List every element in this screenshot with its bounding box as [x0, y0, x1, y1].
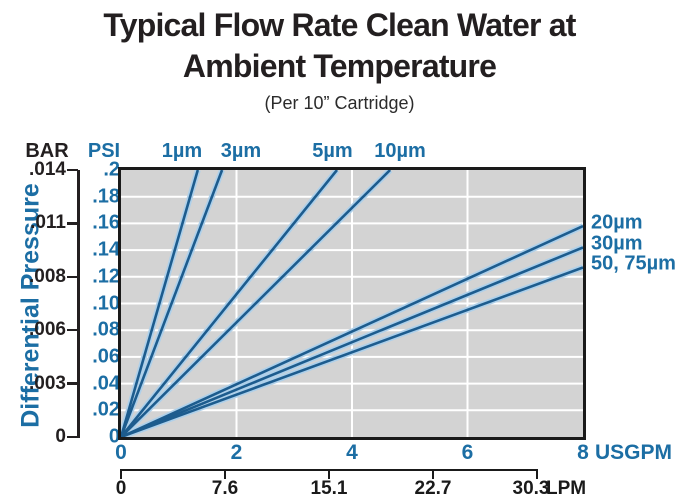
psi-tick-label: .18: [92, 185, 120, 208]
series-label-top: 10µm: [374, 140, 426, 162]
bar-tick-mark: [67, 222, 78, 225]
series-label-right: 50, 75µm: [591, 252, 676, 275]
usgpm-tick-label: 8: [577, 441, 589, 464]
series-label-top: 5µm: [312, 140, 353, 162]
lpm-tick-mark: [536, 469, 538, 479]
series-line-30-m: [121, 246, 583, 437]
lpm-tick-mark: [224, 469, 226, 479]
bar-tick-mark: [67, 275, 78, 279]
chart-title: Typical Flow Rate Clean Water at Ambient…: [0, 5, 679, 87]
plot-svg: [121, 170, 583, 437]
psi-tick-label: 0: [108, 425, 120, 448]
series-label-top: 3µm: [220, 140, 262, 162]
lpm-tick-mark: [328, 469, 330, 479]
psi-tick-label: .10: [92, 292, 120, 314]
usgpm-tick-label: 2: [230, 441, 243, 464]
psi-unit-label: PSI: [87, 140, 121, 162]
series-line-5-m: [121, 170, 338, 437]
lpm-tick-label: 15.1: [310, 478, 348, 499]
psi-tick-label: .06: [92, 345, 120, 368]
bar-tick-label: .014: [29, 159, 66, 180]
lpm-tick-label: 22.7: [414, 478, 452, 499]
psi-tick-label: .16: [92, 211, 120, 234]
bar-axis-line: [77, 170, 80, 438]
psi-tick-label: .04: [92, 372, 120, 395]
series-line-3-m: [121, 170, 224, 437]
bar-tick-mark: [67, 382, 78, 385]
bar-tick-label: .006: [29, 319, 66, 341]
bar-tick-mark: [67, 168, 78, 172]
lpm-tick-mark: [432, 469, 434, 479]
psi-tick-label: .2: [103, 158, 120, 181]
lpm-tick-label: 30.3: [512, 478, 550, 499]
bar-tick-mark: [67, 328, 78, 332]
bar-tick-label: .003: [29, 372, 66, 394]
psi-tick-label: .08: [92, 318, 120, 341]
bar-tick-mark: [67, 435, 78, 439]
bar-unit-label: BAR: [25, 140, 69, 162]
series-line-10-m: [121, 170, 392, 437]
lpm-unit-label: LPM: [546, 478, 587, 499]
series-line-1-m: [121, 170, 200, 437]
usgpm-tick-label: 4: [346, 441, 358, 464]
series-line-50-75-m: [121, 266, 583, 437]
series-label-right: 20µm: [591, 211, 643, 234]
usgpm-tick-label: 0: [115, 441, 127, 464]
psi-tick-label: .12: [92, 265, 120, 288]
psi-tick-label: .14: [92, 238, 120, 261]
lpm-tick-label: 0: [115, 478, 127, 499]
series-label-right: 30µm: [591, 232, 643, 255]
bar-tick-label: 0: [55, 426, 66, 447]
bar-tick-label: .008: [29, 265, 66, 287]
usgpm-unit-label: USGPM: [595, 441, 673, 464]
usgpm-tick-label: 6: [461, 441, 474, 464]
bar-tick-label: .011: [30, 212, 66, 234]
chart-title-line-2: Ambient Temperature: [182, 48, 497, 84]
psi-tick-label: .02: [92, 398, 120, 421]
lpm-tick-label: 7.6: [211, 478, 239, 499]
plot-area: [118, 167, 586, 440]
chart-title-line-1: Typical Flow Rate Clean Water at: [103, 7, 576, 43]
lpm-tick-mark: [120, 469, 122, 479]
series-line-20-m: [121, 224, 583, 437]
chart-subtitle: (Per 10” Cartridge): [264, 93, 415, 113]
series-label-top: 1µm: [161, 140, 203, 162]
